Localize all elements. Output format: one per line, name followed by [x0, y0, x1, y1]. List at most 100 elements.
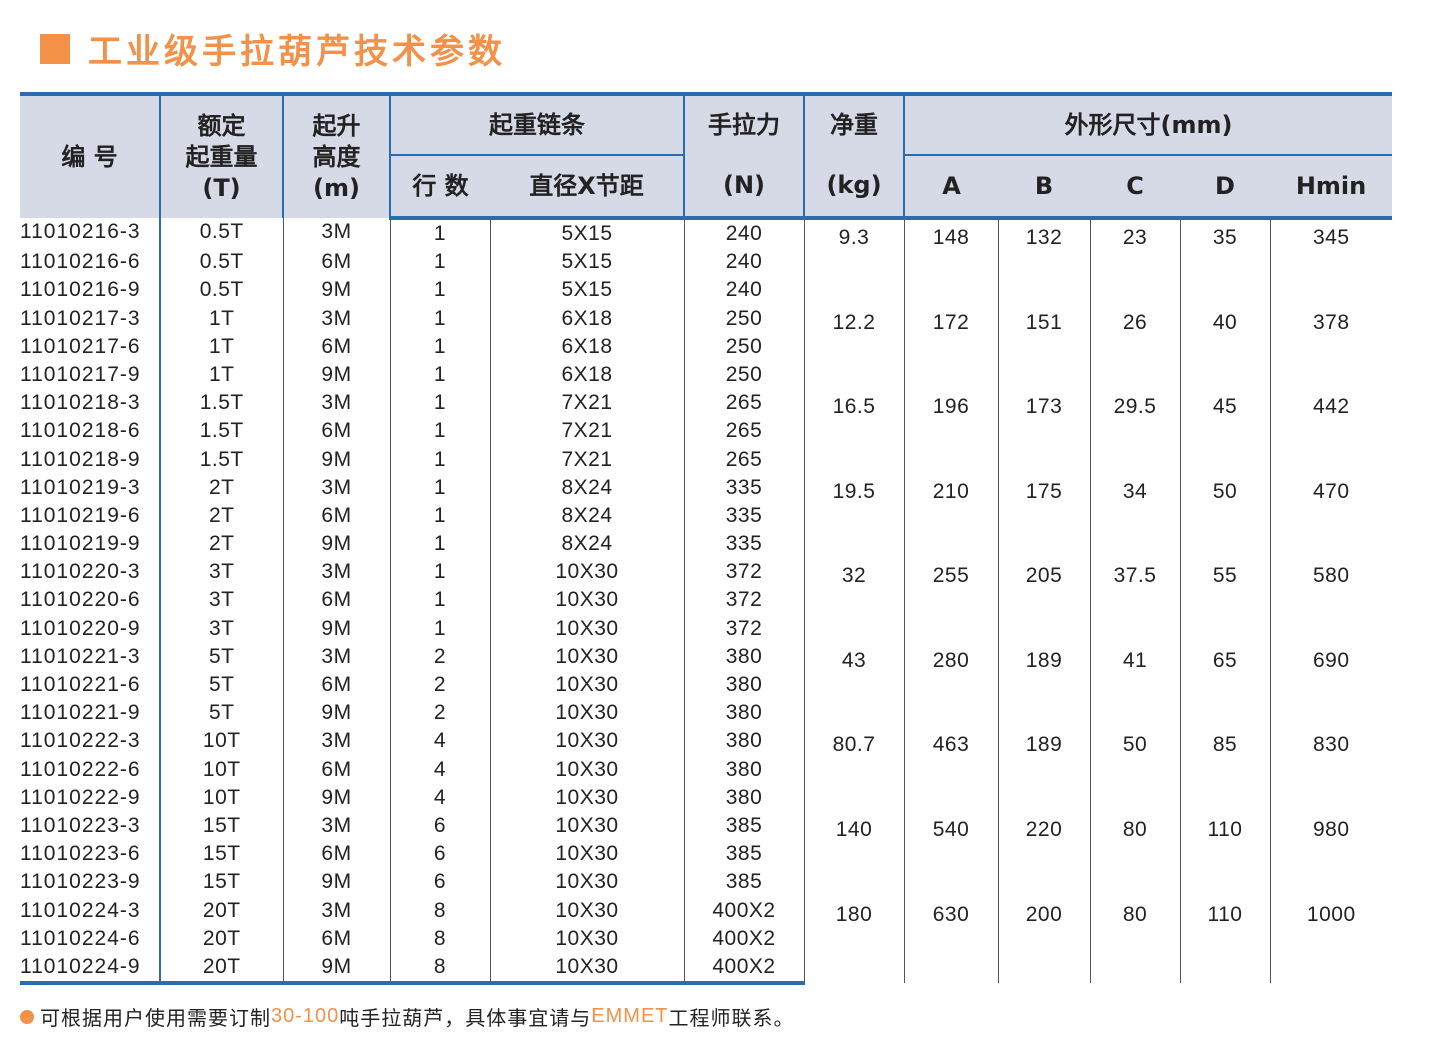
cell-lines: 8: [389, 952, 491, 986]
cell-code: 11010224-6: [20, 924, 161, 953]
cell-lift: 9M: [282, 530, 391, 559]
cell-d: 65: [1179, 642, 1271, 728]
cell-force: 335: [683, 501, 805, 531]
cell-lines: 4: [389, 783, 491, 812]
cell-code: 11010216-3: [20, 218, 161, 249]
header-force-unit: (N): [683, 155, 804, 220]
cell-force: 380: [683, 671, 805, 700]
table-row: 11010220-6 3T 6M 1 10X30 372: [20, 586, 1392, 615]
cell-chain-size: 10X30: [489, 896, 685, 925]
cell-load: 10T: [159, 783, 284, 812]
cell-weight: 32: [803, 558, 905, 643]
cell-force: 250: [683, 360, 805, 390]
cell-lines: 1: [389, 558, 491, 587]
cell-chain-size: 10X30: [489, 868, 685, 897]
cell-lines: 1: [389, 530, 491, 559]
cell-chain-size: 8X24: [489, 501, 685, 531]
title-text: 工业级手拉葫芦技术参数: [88, 32, 506, 72]
cell-force: 385: [683, 840, 805, 869]
cell-force: 380: [683, 727, 805, 756]
cell-b: 200: [997, 896, 1091, 984]
cell-load: 1.5T: [159, 389, 284, 418]
cell-b: 132: [997, 218, 1091, 305]
cell-d: 40: [1179, 304, 1271, 390]
cell-code: 11010222-6: [20, 755, 161, 784]
cell-code: 11010221-3: [20, 642, 161, 671]
cell-lift: 3M: [282, 304, 391, 333]
cell-lines: 4: [389, 727, 491, 756]
table-row: 11010224-6 20T 6M 8 10X30 400X2: [20, 924, 1392, 953]
cell-c: 29.5: [1089, 389, 1181, 474]
table-row: 11010219-3 2T 3M 1 8X24 335 19.5 210 175 34 50 470: [20, 473, 1393, 559]
cell-b: 189: [997, 642, 1091, 728]
cell-code: 11010221-9: [20, 699, 161, 728]
cell-load: 1.5T: [159, 417, 284, 446]
cell-lift: 6M: [282, 501, 391, 531]
cell-force: 265: [683, 389, 805, 418]
table-row: 11010220-9 3T 9M 1 10X30 372: [20, 614, 1392, 643]
cell-lift: 9M: [282, 360, 391, 390]
cell-code: 11010218-3: [20, 389, 161, 418]
header-weight: 净重: [803, 92, 905, 155]
cell-b: 173: [997, 389, 1091, 474]
table-row: 11010221-9 5T 9M 2 10X30 380: [20, 699, 1392, 728]
cell-chain-size: 5X15: [489, 218, 685, 249]
cell-load: 3T: [159, 586, 284, 615]
cell-weight: 19.5: [803, 473, 905, 559]
cell-chain-size: 7X21: [489, 445, 685, 474]
table-row: 11010224-9 20T 9M 8 10X30 400X2: [20, 952, 1392, 986]
cell-chain-size: 10X30: [489, 699, 685, 728]
cell-load: 15T: [159, 868, 284, 897]
table-row: 11010222-9 10T 9M 4 10X30 380: [20, 783, 1392, 812]
cell-b: 189: [997, 727, 1091, 812]
cell-force: 380: [683, 699, 805, 728]
cell-chain-size: 10X30: [489, 727, 685, 756]
cell-code: 11010223-3: [20, 811, 161, 841]
cell-b: 205: [997, 558, 1091, 643]
title-square-icon: [40, 33, 70, 64]
cell-code: 11010222-3: [20, 727, 161, 756]
cell-load: 20T: [159, 952, 284, 986]
cell-c: 23: [1089, 218, 1181, 305]
cell-weight: 180: [803, 896, 905, 984]
header-code: 编 号: [20, 92, 161, 218]
table-row: 11010222-3 10T 3M 4 10X30 380 80.7 463 189 50 85 83…: [20, 727, 1393, 812]
cell-b: 175: [997, 473, 1091, 559]
cell-hmin: 442: [1269, 389, 1393, 474]
cell-force: 372: [683, 558, 805, 587]
cell-load: 0.5T: [159, 218, 284, 249]
cell-lift: 6M: [282, 248, 391, 277]
table-row: 11010223-6 15T 6M 6 10X30 385: [20, 840, 1392, 869]
cell-a: 280: [903, 642, 999, 728]
table-row: 11010217-3 1T 3M 1 6X18 250 12.2 172 151 26 40 378: [20, 304, 1393, 390]
cell-hmin: 470: [1269, 473, 1393, 559]
table-row: 11010216-6 0.5T 6M 1 5X15 240: [20, 248, 1392, 277]
cell-weight: 43: [803, 642, 905, 728]
cell-load: 10T: [159, 727, 284, 756]
cell-lift: 3M: [282, 473, 391, 502]
cell-lift: 6M: [282, 671, 391, 700]
cell-load: 15T: [159, 811, 284, 841]
cell-lift: 3M: [282, 218, 391, 249]
table-row: 11010218-6 1.5T 6M 1 7X21 265: [20, 417, 1392, 446]
cell-load: 5T: [159, 642, 284, 671]
cell-c: 34: [1089, 473, 1181, 559]
cell-force: 380: [683, 642, 805, 671]
cell-force: 250: [683, 332, 805, 361]
table-row: 11010221-6 5T 6M 2 10X30 380: [20, 671, 1392, 700]
header-chain-size: 直径X节距: [490, 155, 684, 220]
cell-weight: 80.7: [803, 727, 905, 812]
cell-force: 372: [683, 614, 805, 643]
cell-code: 11010217-6: [20, 332, 161, 361]
cell-d: 45: [1179, 389, 1271, 474]
table-row: 11010223-9 15T 9M 6 10X30 385: [20, 868, 1392, 897]
cell-chain-size: 10X30: [489, 614, 685, 643]
cell-force: 265: [683, 417, 805, 446]
table-row: 11010219-9 2T 9M 1 8X24 335: [20, 530, 1392, 559]
cell-load: 3T: [159, 558, 284, 587]
cell-code: 11010220-6: [20, 586, 161, 615]
cell-code: 11010219-9: [20, 530, 161, 559]
cell-force: 385: [683, 811, 805, 841]
cell-lift: 3M: [282, 558, 391, 587]
cell-weight: 16.5: [803, 389, 905, 474]
